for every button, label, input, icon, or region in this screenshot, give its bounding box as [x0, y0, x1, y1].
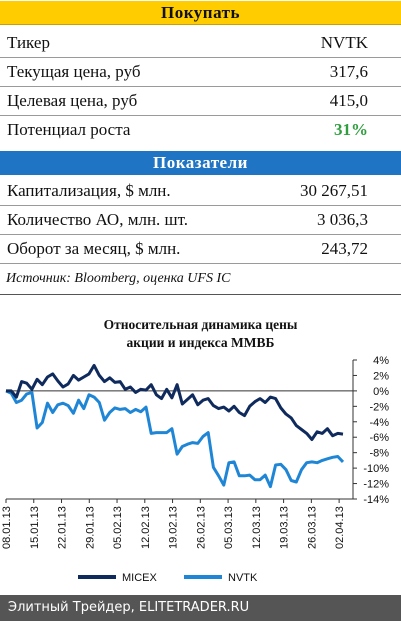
- x-tick-label: 26.03.13: [306, 506, 318, 549]
- series-line-micex: [6, 363, 344, 441]
- x-tick-label: 05.02.13: [112, 506, 124, 549]
- y-tick-label: -10%: [363, 463, 389, 475]
- row-label: Целевая цена, руб: [7, 91, 138, 110]
- row-value: 243,72: [321, 239, 368, 258]
- y-tick-label: 2%: [373, 370, 389, 382]
- y-tick-label: 4%: [373, 355, 389, 367]
- info-row-upside: Потенциал роста 31%: [0, 116, 401, 145]
- row-label: Капитализация, $ млн.: [7, 181, 171, 200]
- indicator-row-shares: Количество АО, млн. шт. 3 036,3: [0, 206, 401, 235]
- x-tick-label: 08.01.13: [1, 506, 13, 549]
- footer-banner: Элитный Трейдер, ELITETRADER.RU: [0, 595, 401, 621]
- y-tick-label: -8%: [369, 448, 389, 460]
- row-value: 415,0: [329, 91, 368, 110]
- x-tick-label: 05.03.13: [223, 506, 235, 549]
- y-tick-label: -12%: [363, 479, 389, 491]
- info-row-ticker: Тикер NVTK: [0, 29, 401, 58]
- y-tick-label: -2%: [369, 401, 389, 413]
- info-row-target-price: Целевая цена, руб 415,0: [0, 87, 401, 116]
- legend-label-nvtk: NVTK: [228, 572, 258, 584]
- upside-value: 31%: [334, 120, 368, 139]
- indicators-header: Показатели: [0, 151, 401, 175]
- row-label: Текущая цена, руб: [7, 62, 141, 81]
- y-tick-label: -6%: [369, 432, 389, 444]
- x-tick-label: 12.03.13: [251, 506, 263, 549]
- row-label: Тикер: [7, 33, 50, 52]
- x-tick-label: 12.02.13: [140, 506, 152, 549]
- row-value: 30 267,51: [300, 181, 368, 200]
- x-tick-label: 15.01.13: [29, 506, 41, 549]
- indicator-row-turnover: Оборот за месяц, $ млн. 243,72: [0, 235, 401, 264]
- row-value: NVTK: [320, 33, 368, 52]
- indicator-row-capitalization: Капитализация, $ млн. 30 267,51: [0, 177, 401, 206]
- series-line-nvtk: [5, 389, 345, 489]
- row-value: 3 036,3: [317, 210, 368, 229]
- y-tick-label: 0%: [373, 386, 389, 398]
- buy-header: Покупать: [0, 1, 401, 25]
- row-label: Оборот за месяц, $ млн.: [7, 239, 181, 258]
- chart-title-line-1: Относительная динамика цены: [103, 317, 298, 332]
- chart-title: Относительная динамика цены акции и инде…: [0, 316, 401, 352]
- legend-label-micex: MICEX: [122, 572, 158, 584]
- x-tick-label: 26.02.13: [195, 506, 207, 549]
- x-tick-label: 29.01.13: [84, 506, 96, 549]
- row-label: Потенциал роста: [7, 120, 131, 139]
- source-note: Источник: Bloomberg, оценка UFS IC: [6, 271, 231, 286]
- divider: [0, 294, 401, 295]
- x-tick-label: 19.03.13: [279, 506, 291, 549]
- info-row-current-price: Текущая цена, руб 317,6: [0, 58, 401, 87]
- x-tick-label: 19.02.13: [168, 506, 180, 549]
- y-tick-label: -4%: [369, 417, 389, 429]
- relative-performance-chart: 4% 2% 0% -2% -4% -6% -8% -10% -12% -14% 08.01.13 15…: [1, 355, 389, 584]
- x-tick-label: 02.04.13: [334, 506, 346, 549]
- x-tick-label: 22.01.13: [57, 506, 69, 549]
- y-tick-label: -14%: [363, 494, 389, 506]
- row-value: 317,6: [329, 62, 368, 81]
- chart-title-line-2: акции и индекса ММВБ: [126, 335, 275, 350]
- row-label: Количество АО, млн. шт.: [7, 210, 189, 229]
